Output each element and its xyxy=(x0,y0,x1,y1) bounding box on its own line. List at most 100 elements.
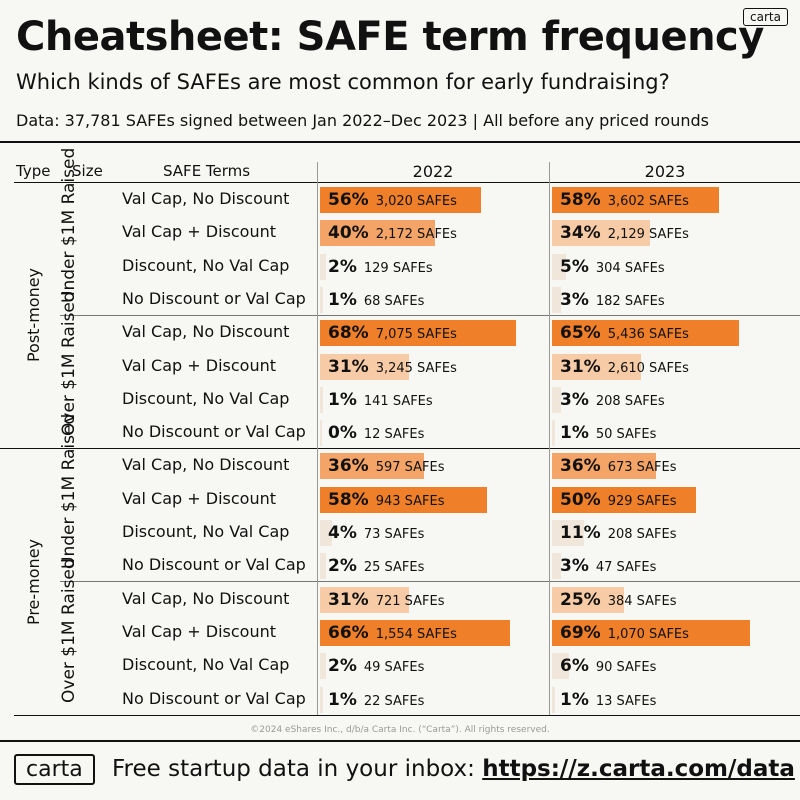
percent-label: 50% xyxy=(560,489,601,510)
bar-2023 xyxy=(552,619,751,646)
percent-label: 31% xyxy=(328,589,369,610)
value-label-2022: 66% 1,554 SAFEs xyxy=(328,623,457,645)
page-title: Cheatsheet: SAFE term frequency xyxy=(16,14,764,60)
size-column-header: Size xyxy=(72,162,103,180)
bar-2023 xyxy=(552,220,650,247)
bar-2023 xyxy=(552,253,567,280)
value-label-2022: 56% 3,020 SAFEs xyxy=(328,190,457,212)
percent-label: 5% xyxy=(560,256,589,277)
safe-term-label: Discount, No Val Cap xyxy=(122,522,290,541)
bar-2023 xyxy=(552,453,656,480)
count-label: 68 SAFEs xyxy=(363,293,425,309)
percent-label: 2% xyxy=(328,556,357,577)
footer-cta: Free startup data in your inbox: https:/… xyxy=(112,756,795,782)
bar-2022 xyxy=(320,686,323,713)
safe-term-label: Val Cap, No Discount xyxy=(122,588,290,608)
value-label-2022: 2% 25 SAFEs xyxy=(328,556,424,578)
size-divider-premoney xyxy=(60,581,800,582)
count-label: 182 SAFEs xyxy=(595,293,665,309)
percent-label: 36% xyxy=(328,456,369,477)
percent-label: 25% xyxy=(560,589,601,610)
column-divider-2022 xyxy=(317,162,318,715)
safe-term-label: Val Cap, No Discount xyxy=(122,455,290,475)
count-label: 12 SAFEs xyxy=(363,427,425,443)
value-label-2023: 69% 1,070 SAFEs xyxy=(560,623,689,645)
value-label-2023: 31% 2,610 SAFEs xyxy=(560,357,689,379)
count-label: 2,129 SAFEs xyxy=(607,227,689,243)
value-label-2022: 31% 721 SAFEs xyxy=(328,590,445,612)
bar-2023 xyxy=(552,320,739,347)
bar-2022 xyxy=(320,353,410,380)
count-label: 929 SAFEs xyxy=(607,493,677,509)
value-label-2023: 3% 47 SAFEs xyxy=(560,556,656,578)
percent-label: 58% xyxy=(560,190,601,210)
bar-2023 xyxy=(552,686,555,713)
count-label: 7,075 SAFEs xyxy=(375,327,457,343)
safe-term-label: Val Cap, No Discount xyxy=(122,322,290,342)
count-label: 5,436 SAFEs xyxy=(607,327,689,343)
count-label: 721 SAFEs xyxy=(375,593,445,609)
bar-2023 xyxy=(552,187,719,213)
type-column-header: Type xyxy=(16,162,51,180)
bar-2023 xyxy=(552,286,561,313)
value-label-2022: 4% 73 SAFEs xyxy=(328,523,424,545)
footer-text: Free startup data in your inbox: xyxy=(112,756,475,782)
percent-label: 31% xyxy=(560,356,601,377)
count-label: 597 SAFEs xyxy=(375,460,445,476)
safe-term-label: No Discount or Val Cap xyxy=(122,288,306,308)
bar-2022 xyxy=(320,320,516,347)
value-label-2022: 36% 597 SAFEs xyxy=(328,456,445,478)
type-divider xyxy=(0,448,800,449)
count-label: 73 SAFEs xyxy=(363,527,425,542)
safe-term-label: Val Cap + Discount xyxy=(122,355,276,375)
count-label: 3,602 SAFEs xyxy=(607,194,689,209)
bar-2022 xyxy=(320,420,322,447)
footer-link[interactable]: https://z.carta.com/data xyxy=(482,756,795,782)
safe-term-label: Val Cap + Discount xyxy=(122,222,276,242)
bar-2022 xyxy=(320,187,481,213)
value-label-2023: 3% 182 SAFEs xyxy=(560,290,665,312)
safe-term-label: No Discount or Val Cap xyxy=(122,555,306,575)
count-label: 47 SAFEs xyxy=(595,560,657,576)
safe-term-label: No Discount or Val Cap xyxy=(122,422,306,442)
percent-label: 4% xyxy=(328,523,357,543)
count-label: 22 SAFEs xyxy=(363,693,425,709)
percent-label: 34% xyxy=(560,223,601,244)
bar-2022 xyxy=(320,220,435,247)
value-label-2023: 1% 50 SAFEs xyxy=(560,423,656,445)
percent-label: 3% xyxy=(560,289,589,310)
size-label-premoney-over: Over $1M Raised xyxy=(58,558,102,703)
count-label: 90 SAFEs xyxy=(595,660,657,676)
table-bottom-rule xyxy=(14,715,800,716)
value-label-2023: 25% 384 SAFEs xyxy=(560,590,677,612)
value-label-2023: 58% 3,602 SAFEs xyxy=(560,190,689,212)
count-label: 141 SAFEs xyxy=(363,393,433,409)
count-label: 129 SAFEs xyxy=(363,260,433,276)
safe-term-label: Val Cap + Discount xyxy=(122,488,276,508)
percent-label: 2% xyxy=(328,256,357,277)
value-label-2023: 6% 90 SAFEs xyxy=(560,656,656,678)
size-label-text: Under $1M Raised xyxy=(59,413,79,569)
bar-2022 xyxy=(320,486,487,513)
count-label: 2,172 SAFEs xyxy=(375,227,457,243)
bar-2023 xyxy=(552,486,696,513)
count-label: 3,020 SAFEs xyxy=(375,194,457,209)
bar-2022 xyxy=(320,619,510,646)
footer-top-rule xyxy=(0,740,800,742)
percent-label: 11% xyxy=(560,523,601,543)
percent-label: 0% xyxy=(328,423,357,444)
value-label-2022: 0% 12 SAFEs xyxy=(328,423,424,445)
percent-label: 56% xyxy=(328,190,369,210)
percent-label: 2% xyxy=(328,656,357,677)
page-subtitle: Which kinds of SAFEs are most common for… xyxy=(16,70,670,94)
percent-label: 68% xyxy=(328,323,369,344)
bar-2022 xyxy=(320,453,424,480)
percent-label: 40% xyxy=(328,223,369,244)
count-label: 49 SAFEs xyxy=(363,660,425,676)
count-label: 50 SAFEs xyxy=(595,427,657,443)
percent-label: 69% xyxy=(560,622,601,643)
value-label-2022: 1% 141 SAFEs xyxy=(328,390,433,412)
percent-label: 3% xyxy=(560,389,589,410)
header-top-rule xyxy=(0,141,800,143)
value-label-2022: 58% 943 SAFEs xyxy=(328,490,445,512)
